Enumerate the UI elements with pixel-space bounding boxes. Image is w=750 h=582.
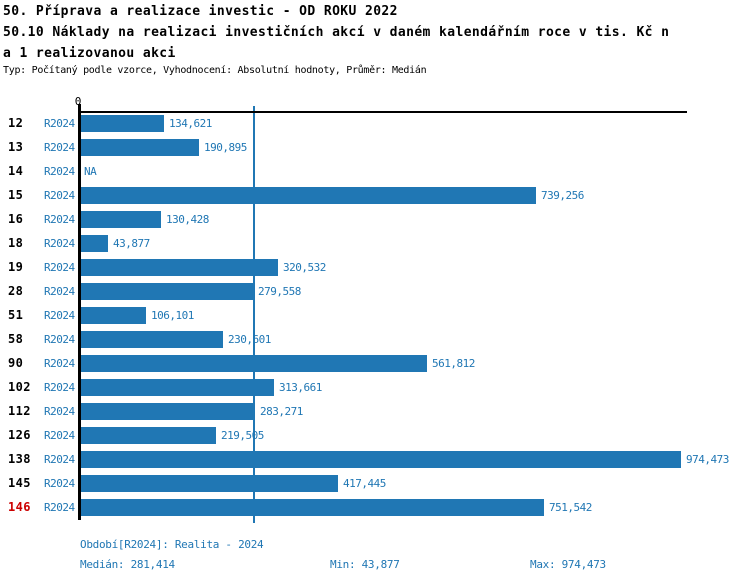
chart-row: 19 R2024 320,532 (0, 257, 750, 281)
row-category-label: 58 (8, 332, 24, 346)
y-axis-line (78, 104, 81, 520)
row-series-label: R2024 (44, 261, 75, 274)
report-title-line-1: 50. Příprava a realizace investic - OD R… (3, 4, 398, 19)
value-label: 417,445 (343, 477, 386, 490)
value-bar (81, 475, 338, 492)
value-label: 130,428 (166, 213, 209, 226)
value-label: 739,256 (541, 189, 584, 202)
value-label: 974,473 (686, 453, 729, 466)
row-category-label: 51 (8, 308, 24, 322)
min-summary-label: Min: 43,877 (330, 558, 400, 571)
chart-row: 138 R2024 974,473 (0, 449, 750, 473)
chart-row: 102 R2024 313,661 (0, 377, 750, 401)
row-category-label: 112 (8, 404, 31, 418)
median-summary-label: Medián: 281,414 (80, 558, 175, 571)
row-series-label: R2024 (44, 141, 75, 154)
x-axis-line (78, 111, 687, 113)
chart-row: 12 R2024 134,621 (0, 113, 750, 137)
value-bar (81, 187, 536, 204)
row-category-label: 18 (8, 236, 24, 250)
row-category-label: 90 (8, 356, 24, 370)
value-bar (81, 259, 278, 276)
row-category-label: 102 (8, 380, 31, 394)
value-label: 751,542 (549, 501, 592, 514)
chart-row: 112 R2024 283,271 (0, 401, 750, 425)
value-bar (81, 283, 253, 300)
row-category-label: 19 (8, 260, 24, 274)
row-series-label: R2024 (44, 237, 75, 250)
value-label: 43,877 (113, 237, 150, 250)
row-category-label: 14 (8, 164, 24, 178)
value-bar (81, 115, 164, 132)
row-category-label: 126 (8, 428, 31, 442)
chart-row: 90 R2024 561,812 (0, 353, 750, 377)
chart-row: 145 R2024 417,445 (0, 473, 750, 497)
bar-chart-rows: 12 R2024 134,621 13 R2024 190,895 14 R2024 NA 15 R… (0, 113, 750, 521)
row-series-label: R2024 (44, 165, 75, 178)
x-axis-zero-tick-label: 0 (74, 95, 82, 108)
row-series-label: R2024 (44, 117, 75, 130)
value-bar (81, 211, 161, 228)
chart-row: 28 R2024 279,558 (0, 281, 750, 305)
row-category-label: 138 (8, 452, 31, 466)
row-series-label: R2024 (44, 429, 75, 442)
row-series-label: R2024 (44, 453, 75, 466)
chart-row: 58 R2024 230,601 (0, 329, 750, 353)
row-series-label: R2024 (44, 477, 75, 490)
value-bar (81, 379, 274, 396)
row-category-label: 16 (8, 212, 24, 226)
row-series-label: R2024 (44, 285, 75, 298)
chart-row: 146 R2024 751,542 (0, 497, 750, 521)
report-meta-line: Typ: Počítaný podle vzorce, Vyhodnocení:… (3, 65, 427, 76)
value-label: 561,812 (432, 357, 475, 370)
row-series-label: R2024 (44, 309, 75, 322)
row-category-label: 15 (8, 188, 24, 202)
value-bar (81, 427, 216, 444)
row-category-label: 145 (8, 476, 31, 490)
value-label: 106,101 (151, 309, 194, 322)
value-bar (81, 403, 255, 420)
row-series-label: R2024 (44, 189, 75, 202)
report-title-line-2: 50.10 Náklady na realizaci investičních … (3, 25, 670, 40)
row-series-label: R2024 (44, 501, 75, 514)
period-label: Období[R2024]: Realita - 2024 (80, 538, 264, 551)
value-label: 279,558 (258, 285, 301, 298)
report-title-line-3: a 1 realizovanou akci (3, 46, 176, 61)
value-bar (81, 355, 427, 372)
value-bar (81, 139, 199, 156)
na-label: NA (84, 165, 97, 178)
value-bar (81, 235, 108, 252)
row-category-label: 13 (8, 140, 24, 154)
chart-row: 51 R2024 106,101 (0, 305, 750, 329)
value-bar (81, 307, 146, 324)
row-category-label: 28 (8, 284, 24, 298)
row-series-label: R2024 (44, 381, 75, 394)
value-label: 190,895 (204, 141, 247, 154)
value-bar (81, 331, 223, 348)
median-reference-line (253, 106, 255, 523)
row-series-label: R2024 (44, 357, 75, 370)
value-label: 230,601 (228, 333, 271, 346)
max-summary-label: Max: 974,473 (530, 558, 606, 571)
value-label: 283,271 (260, 405, 303, 418)
chart-row: 126 R2024 219,505 (0, 425, 750, 449)
row-series-label: R2024 (44, 333, 75, 346)
value-label: 313,661 (279, 381, 322, 394)
value-label: 134,621 (169, 117, 212, 130)
chart-row: 13 R2024 190,895 (0, 137, 750, 161)
row-category-label: 146 (8, 500, 31, 514)
value-bar (81, 451, 681, 468)
value-label: 320,532 (283, 261, 326, 274)
row-category-label: 12 (8, 116, 24, 130)
row-series-label: R2024 (44, 405, 75, 418)
value-bar (81, 499, 544, 516)
row-series-label: R2024 (44, 213, 75, 226)
chart-row: 18 R2024 43,877 (0, 233, 750, 257)
chart-row: 15 R2024 739,256 (0, 185, 750, 209)
chart-row: 14 R2024 NA (0, 161, 750, 185)
chart-row: 16 R2024 130,428 (0, 209, 750, 233)
value-label: 219,505 (221, 429, 264, 442)
